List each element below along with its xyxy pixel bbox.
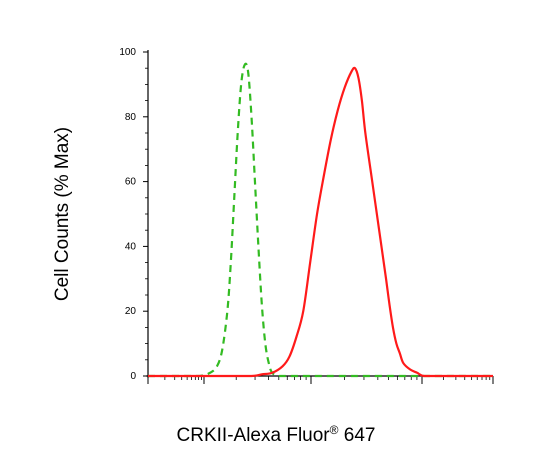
y-tick-label: 60 [125,177,137,188]
x-axis-title-registered-mark: ® [330,423,339,437]
x-axis [146,375,494,384]
y-tick-label: 40 [125,241,137,252]
y-axis-title: Cell Counts (% Max) [52,127,73,301]
y-tick-label: 80 [125,112,137,123]
series-line-2 [148,66,493,378]
series-line-1 [148,62,493,378]
y-axis: 0 20 40 60 80 100 [119,47,149,382]
x-axis-title-main: CRKII-Alexa Fluor [177,425,331,446]
x-axis-title: CRKII-Alexa Fluor® 647 [177,423,376,446]
series-layer [148,62,493,378]
y-tick-label: 20 [125,306,137,317]
y-tick-label: 0 [130,371,136,382]
x-axis-title-suffix: 647 [338,425,375,446]
y-tick-label: 100 [119,47,136,58]
